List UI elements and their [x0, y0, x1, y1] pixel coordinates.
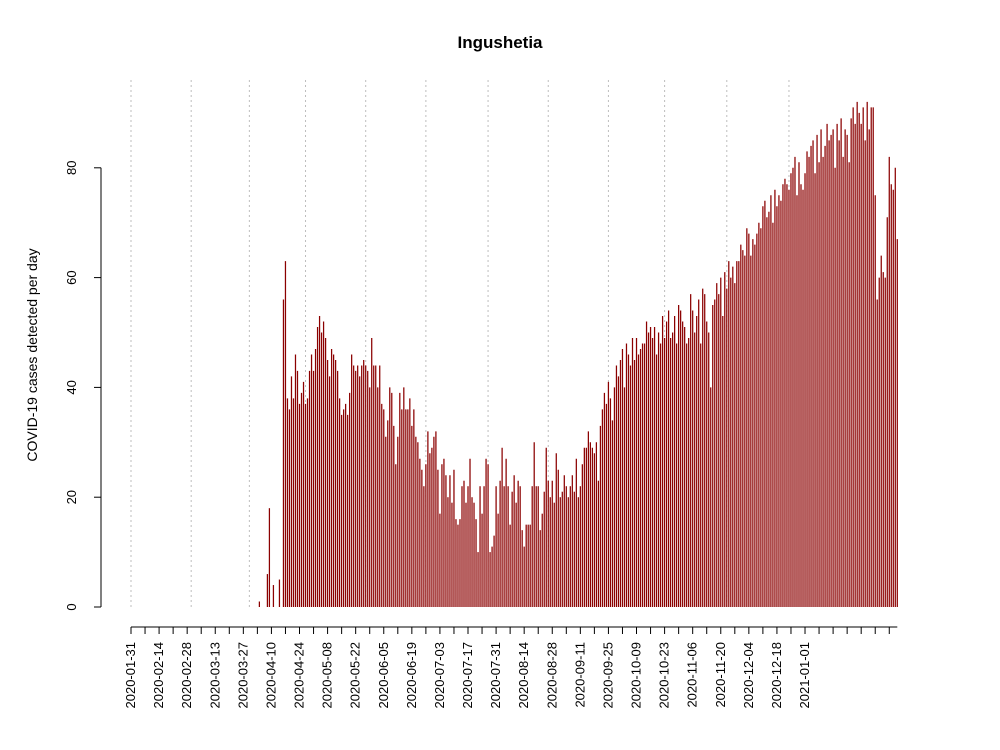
x-tick-label: 2020-07-31 — [488, 642, 503, 709]
x-tick-label: 2020-09-11 — [572, 642, 587, 708]
y-tick-label: 80 — [64, 161, 79, 175]
x-tick-label: 2020-09-25 — [600, 642, 615, 709]
x-tick-label: 2020-12-18 — [769, 642, 784, 709]
x-tick-label: 2020-07-17 — [460, 642, 475, 709]
x-tick-label: 2021-01-01 — [797, 642, 812, 709]
chart-title: Ingushetia — [457, 33, 543, 52]
x-tick-label: 2020-06-19 — [404, 642, 419, 709]
y-axis: 0 20 40 60 80 — [64, 161, 102, 611]
x-tick-label: 2020-08-28 — [544, 642, 559, 709]
x-tick-label: 2020-07-03 — [432, 642, 447, 709]
y-tick-label: 40 — [64, 380, 79, 394]
x-tick-label: 2020-10-09 — [629, 642, 644, 709]
x-tick-label: 2020-11-06 — [685, 642, 700, 708]
x-tick-label: 2020-08-14 — [516, 642, 531, 709]
y-axis-label: COVID-19 cases detected per day — [24, 248, 40, 461]
x-tick-label: 2020-02-28 — [179, 642, 194, 709]
y-tick-label: 60 — [64, 270, 79, 284]
x-tick-label: 2020-01-31 — [123, 642, 138, 709]
x-tick-label: 2020-12-04 — [741, 642, 756, 709]
x-tick-label: 2020-11-20 — [713, 642, 728, 708]
x-tick-label: 2020-05-22 — [348, 642, 363, 709]
x-tick-label: 2020-03-27 — [235, 642, 250, 709]
y-tick-label: 20 — [64, 490, 79, 504]
x-tick-label: 2020-06-05 — [376, 642, 391, 709]
x-axis: 2020-01-31 2020-02-14 2020-02-28 2020-03-13… — [123, 626, 898, 709]
bar-series — [258, 101, 898, 607]
x-tick-label: 2020-04-10 — [263, 642, 278, 709]
x-tick-label: 2020-10-23 — [657, 642, 672, 709]
y-tick-label: 0 — [64, 603, 79, 610]
x-tick-label: 2020-04-24 — [292, 642, 307, 709]
x-tick-label: 2020-03-13 — [207, 642, 222, 709]
x-tick-label: 2020-05-08 — [320, 642, 335, 709]
x-tick-label: 2020-02-14 — [151, 642, 166, 709]
